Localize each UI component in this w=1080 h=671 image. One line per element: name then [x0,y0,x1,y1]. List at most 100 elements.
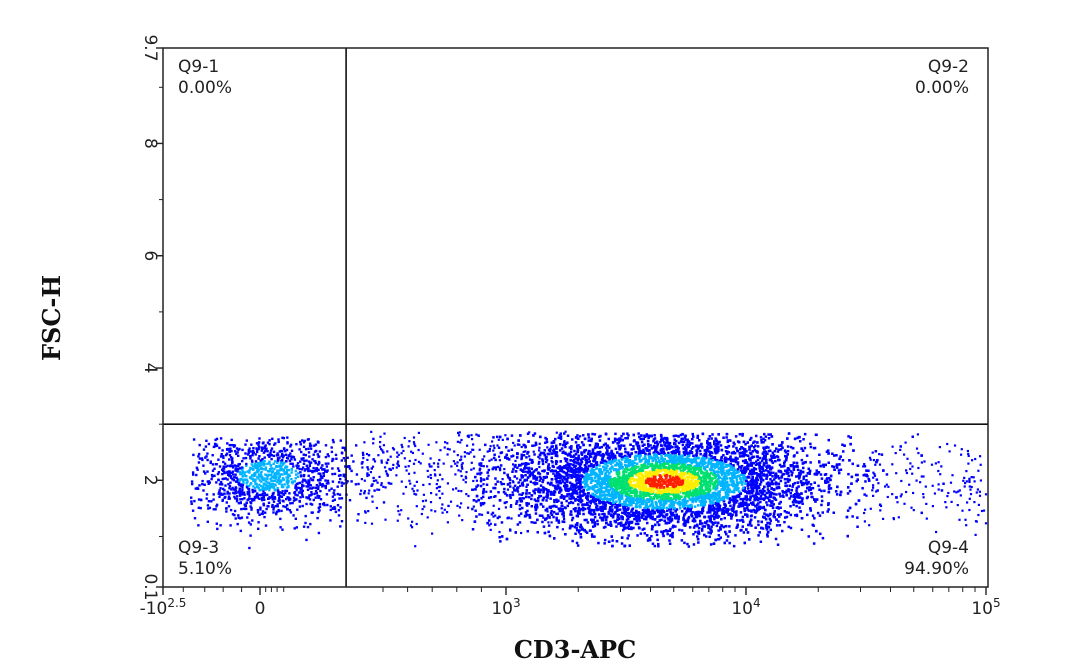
event-dot [681,443,685,447]
event-dot [539,488,543,492]
event-dot [284,466,287,470]
event-dot [253,498,256,502]
event-dot [548,516,551,519]
event-dot [396,451,399,454]
event-dot [448,448,451,451]
event-dot [772,488,775,491]
event-dot [412,462,416,465]
event-dot [380,484,383,487]
event-dot [565,489,568,492]
event-dot [559,477,562,480]
event-dot [820,503,823,507]
event-dot [381,449,384,452]
event-dot [333,507,337,510]
event-dot [367,510,370,513]
event-dot [249,483,252,486]
event-dot [409,482,412,485]
event-dot [288,459,292,462]
event-dot [699,444,703,448]
event-dot [587,457,590,460]
event-dot [541,480,544,484]
event-dot [829,487,833,490]
event-dot [555,462,558,466]
event-dot [229,447,232,450]
event-dot [280,485,284,489]
event-dot [254,466,257,469]
event-dot [514,531,517,534]
event-dot [274,471,278,475]
event-dot [545,499,548,502]
event-dot [515,500,519,503]
event-dot [856,473,859,477]
event-dot [800,528,804,531]
event-dot [571,539,574,543]
event-dot [578,529,581,532]
event-dot [536,499,540,503]
event-dot [699,519,702,523]
event-dot [800,470,804,474]
event-dot [749,462,753,465]
event-dot [578,512,581,515]
event-dot [801,449,805,452]
event-dot [294,469,297,473]
event-dot [802,477,805,481]
event-dot [511,493,515,497]
event-dot [282,505,285,508]
event-dot [749,495,752,498]
event-dot [555,447,558,450]
event-dot [640,434,643,437]
event-dot [595,445,599,449]
event-dot [281,477,285,480]
event-dot [214,445,217,448]
event-dot [542,496,545,500]
event-dot [297,472,300,475]
event-dot [850,475,854,479]
event-dot [509,493,512,497]
event-dot [301,466,305,469]
event-dot [541,469,544,472]
event-dot [718,440,721,444]
event-dot [600,506,603,509]
event-dot [569,494,572,497]
event-dot [238,494,242,497]
event-dot [209,460,212,463]
event-dot [754,504,757,508]
event-dot [755,509,759,513]
event-dot [798,493,801,496]
event-dot [587,452,590,455]
event-dot [818,488,821,491]
event-dot [465,477,468,480]
event-dot [588,529,592,532]
event-dot [363,479,366,482]
event-dot [781,529,784,533]
event-dot [364,511,367,514]
event-dot [249,457,252,460]
event-dot [774,472,778,475]
event-dot [386,450,389,453]
event-dot [741,497,744,501]
event-dot [524,473,527,477]
event-dot [768,473,772,476]
event-dot [467,494,470,498]
event-dot [545,460,548,464]
event-dot [548,450,552,453]
event-dot [308,455,311,458]
event-dot [464,475,467,478]
event-dot [693,524,697,528]
event-dot [743,461,747,464]
event-dot [268,496,271,499]
event-dot [263,515,266,519]
event-dot [685,511,688,514]
event-dot [221,493,224,496]
event-dot [775,506,778,509]
event-dot [266,485,269,488]
event-dot [745,461,749,464]
event-dot [608,507,612,511]
event-dot [592,525,595,528]
event-dot [593,535,596,538]
event-dot [289,511,293,514]
event-dot [533,475,537,478]
event-dot [942,482,945,485]
event-dot [799,500,803,504]
event-dot [488,524,491,527]
